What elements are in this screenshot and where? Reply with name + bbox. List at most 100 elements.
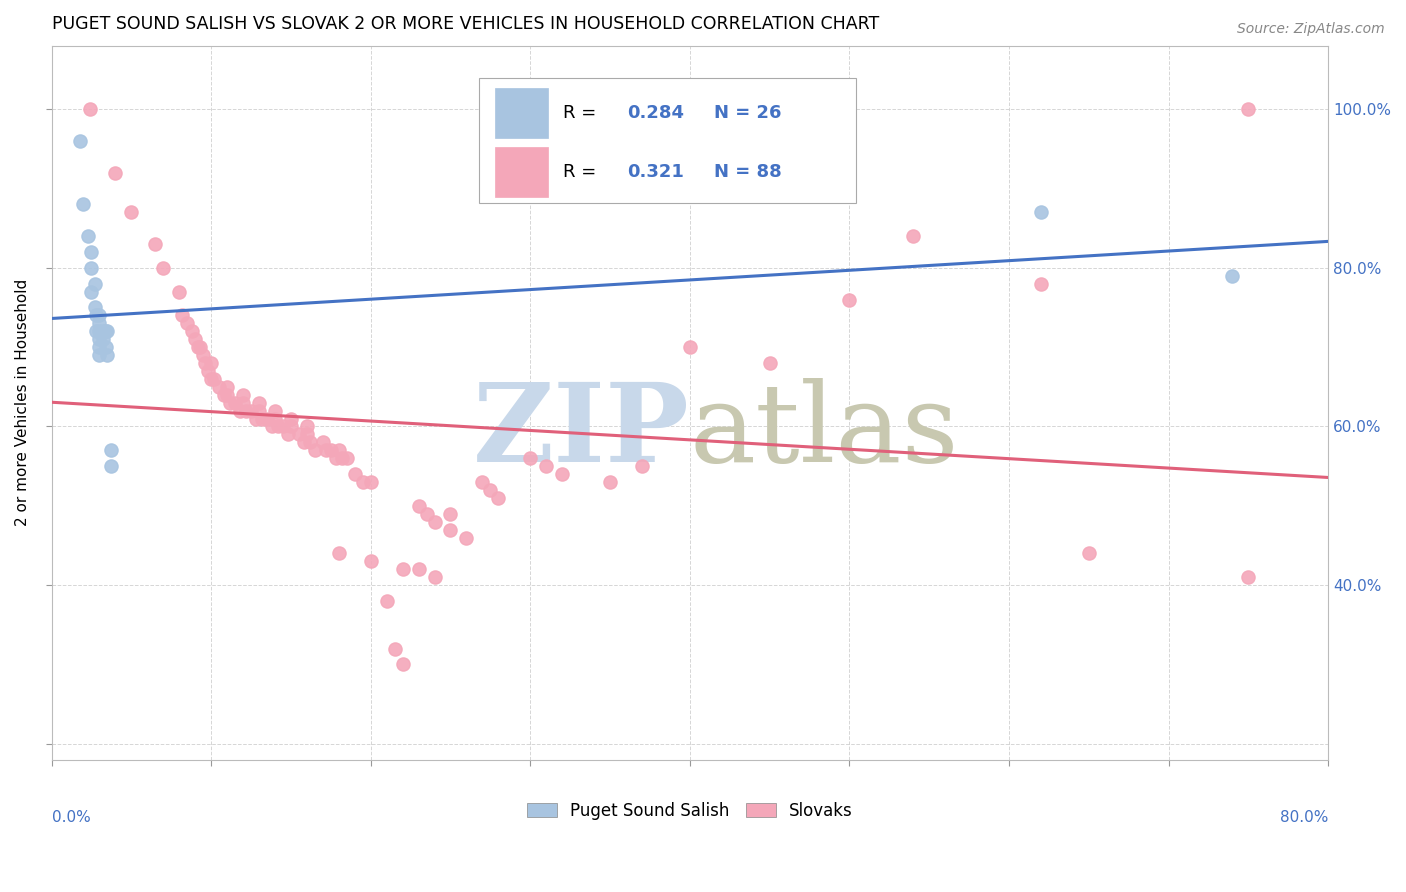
FancyBboxPatch shape <box>495 146 548 196</box>
Point <box>260 419 283 434</box>
Point <box>96 348 118 362</box>
Point <box>1237 102 1260 116</box>
Point <box>197 364 219 378</box>
Point <box>264 411 287 425</box>
Point <box>264 403 287 417</box>
Point <box>271 419 294 434</box>
Point <box>80 285 103 299</box>
Point <box>375 594 398 608</box>
Point <box>240 403 263 417</box>
Point <box>143 237 166 252</box>
Point <box>235 403 257 417</box>
Point <box>232 388 254 402</box>
Point <box>295 419 318 434</box>
Point <box>94 340 117 354</box>
Point <box>200 372 222 386</box>
Point <box>202 372 225 386</box>
Point <box>758 356 780 370</box>
Point <box>229 403 252 417</box>
Point <box>299 435 322 450</box>
Point <box>319 443 342 458</box>
Legend: Puget Sound Salish, Slovaks: Puget Sound Salish, Slovaks <box>520 795 859 826</box>
Point <box>1237 570 1260 584</box>
Point <box>408 499 430 513</box>
Point <box>232 395 254 409</box>
Point <box>84 309 107 323</box>
Point <box>486 491 509 505</box>
Text: N = 88: N = 88 <box>714 162 782 180</box>
Point <box>391 562 413 576</box>
Point <box>247 395 270 409</box>
Point <box>80 260 103 275</box>
Point <box>360 554 382 568</box>
Point <box>343 467 366 481</box>
Point <box>91 324 114 338</box>
Point <box>280 411 302 425</box>
Point <box>212 388 235 402</box>
Point <box>219 395 242 409</box>
Point <box>89 332 111 346</box>
Point <box>519 451 541 466</box>
Point <box>280 419 302 434</box>
Point <box>360 475 382 489</box>
FancyBboxPatch shape <box>479 78 856 202</box>
Point <box>423 515 446 529</box>
Point <box>215 380 238 394</box>
Text: 0.284: 0.284 <box>627 103 685 122</box>
Text: PUGET SOUND SALISH VS SLOVAK 2 OR MORE VEHICLES IN HOUSEHOLD CORRELATION CHART: PUGET SOUND SALISH VS SLOVAK 2 OR MORE V… <box>52 15 879 33</box>
Point <box>89 309 111 323</box>
Point <box>288 427 311 442</box>
Point <box>200 356 222 370</box>
Point <box>1029 205 1052 219</box>
Point <box>631 459 654 474</box>
Point <box>1222 268 1244 283</box>
Text: 0.321: 0.321 <box>627 162 685 180</box>
Point <box>79 102 101 116</box>
Point <box>315 443 337 458</box>
Text: R =: R = <box>564 103 602 122</box>
Point <box>194 356 217 370</box>
Point <box>599 475 621 489</box>
Text: 80.0%: 80.0% <box>1279 810 1329 825</box>
Point <box>187 340 209 354</box>
Point <box>69 134 91 148</box>
Point <box>423 570 446 584</box>
Point <box>312 435 335 450</box>
Point <box>903 229 925 244</box>
Point <box>292 435 315 450</box>
Point <box>534 459 557 474</box>
Point <box>191 348 214 362</box>
Point <box>83 277 105 291</box>
Point <box>100 443 122 458</box>
Point <box>167 285 190 299</box>
Point <box>176 316 198 330</box>
Point <box>1077 546 1099 560</box>
Point <box>94 324 117 338</box>
Point <box>439 523 461 537</box>
Point <box>328 443 350 458</box>
Point <box>245 411 267 425</box>
Point <box>267 419 290 434</box>
Point <box>471 475 494 489</box>
Point <box>152 260 174 275</box>
Point <box>215 388 238 402</box>
Point <box>89 340 111 354</box>
Point <box>91 332 114 346</box>
Point <box>188 340 211 354</box>
Point <box>250 411 273 425</box>
Point <box>408 562 430 576</box>
Point <box>208 380 231 394</box>
Point <box>304 443 326 458</box>
Point <box>89 348 111 362</box>
Point <box>391 657 413 672</box>
Point <box>838 293 860 307</box>
Point <box>104 166 127 180</box>
Point <box>83 301 105 315</box>
Point <box>96 324 118 338</box>
Point <box>256 411 278 425</box>
Text: R =: R = <box>564 162 602 180</box>
Point <box>120 205 142 219</box>
Point <box>325 451 347 466</box>
Point <box>328 546 350 560</box>
Point <box>77 229 100 244</box>
